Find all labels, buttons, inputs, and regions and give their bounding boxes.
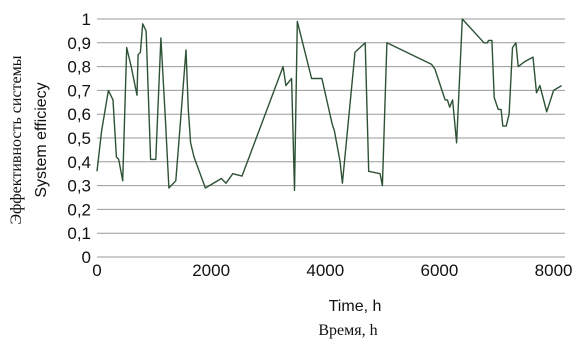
x-axis-label-ru: Время, h xyxy=(318,322,377,339)
y-tick-label: 0,1 xyxy=(67,224,91,243)
y-tick-label: 0,4 xyxy=(67,153,91,172)
y-tick-label: 0,7 xyxy=(67,81,91,100)
y-tick-label: 0,5 xyxy=(67,129,91,148)
horizontal-gridlines xyxy=(97,18,565,258)
y-tick-label: 0,9 xyxy=(67,34,91,53)
x-tick-label: 4000 xyxy=(306,261,344,280)
y-tick-label: 0,3 xyxy=(67,177,91,196)
y-tick-label: 0,8 xyxy=(67,58,91,77)
x-tick-label: 8000 xyxy=(535,261,573,280)
x-tick-labels: 0 2000 4000 6000 8000 xyxy=(92,261,572,280)
y-tick-label: 1 xyxy=(82,10,91,29)
y-tick-labels: 0 0,1 0,2 0,3 0,4 0,5 0,6 0,7 0,8 0,9 1 xyxy=(67,10,91,267)
x-tick-label: 2000 xyxy=(192,261,230,280)
efficiency-series-line xyxy=(96,18,562,192)
x-tick-label: 0 xyxy=(92,261,101,280)
x-axis-label-en: Time, h xyxy=(329,298,382,315)
y-axis-label-ru: Эффективность системы xyxy=(8,55,25,224)
series-layer xyxy=(96,18,562,192)
y-axis-label-en: System efficiecy xyxy=(33,82,50,197)
x-tick-label: 6000 xyxy=(421,261,459,280)
y-tick-label: 0,2 xyxy=(67,200,91,219)
y-tick-label: 0,6 xyxy=(67,105,91,124)
y-tick-label: 0 xyxy=(82,248,91,267)
